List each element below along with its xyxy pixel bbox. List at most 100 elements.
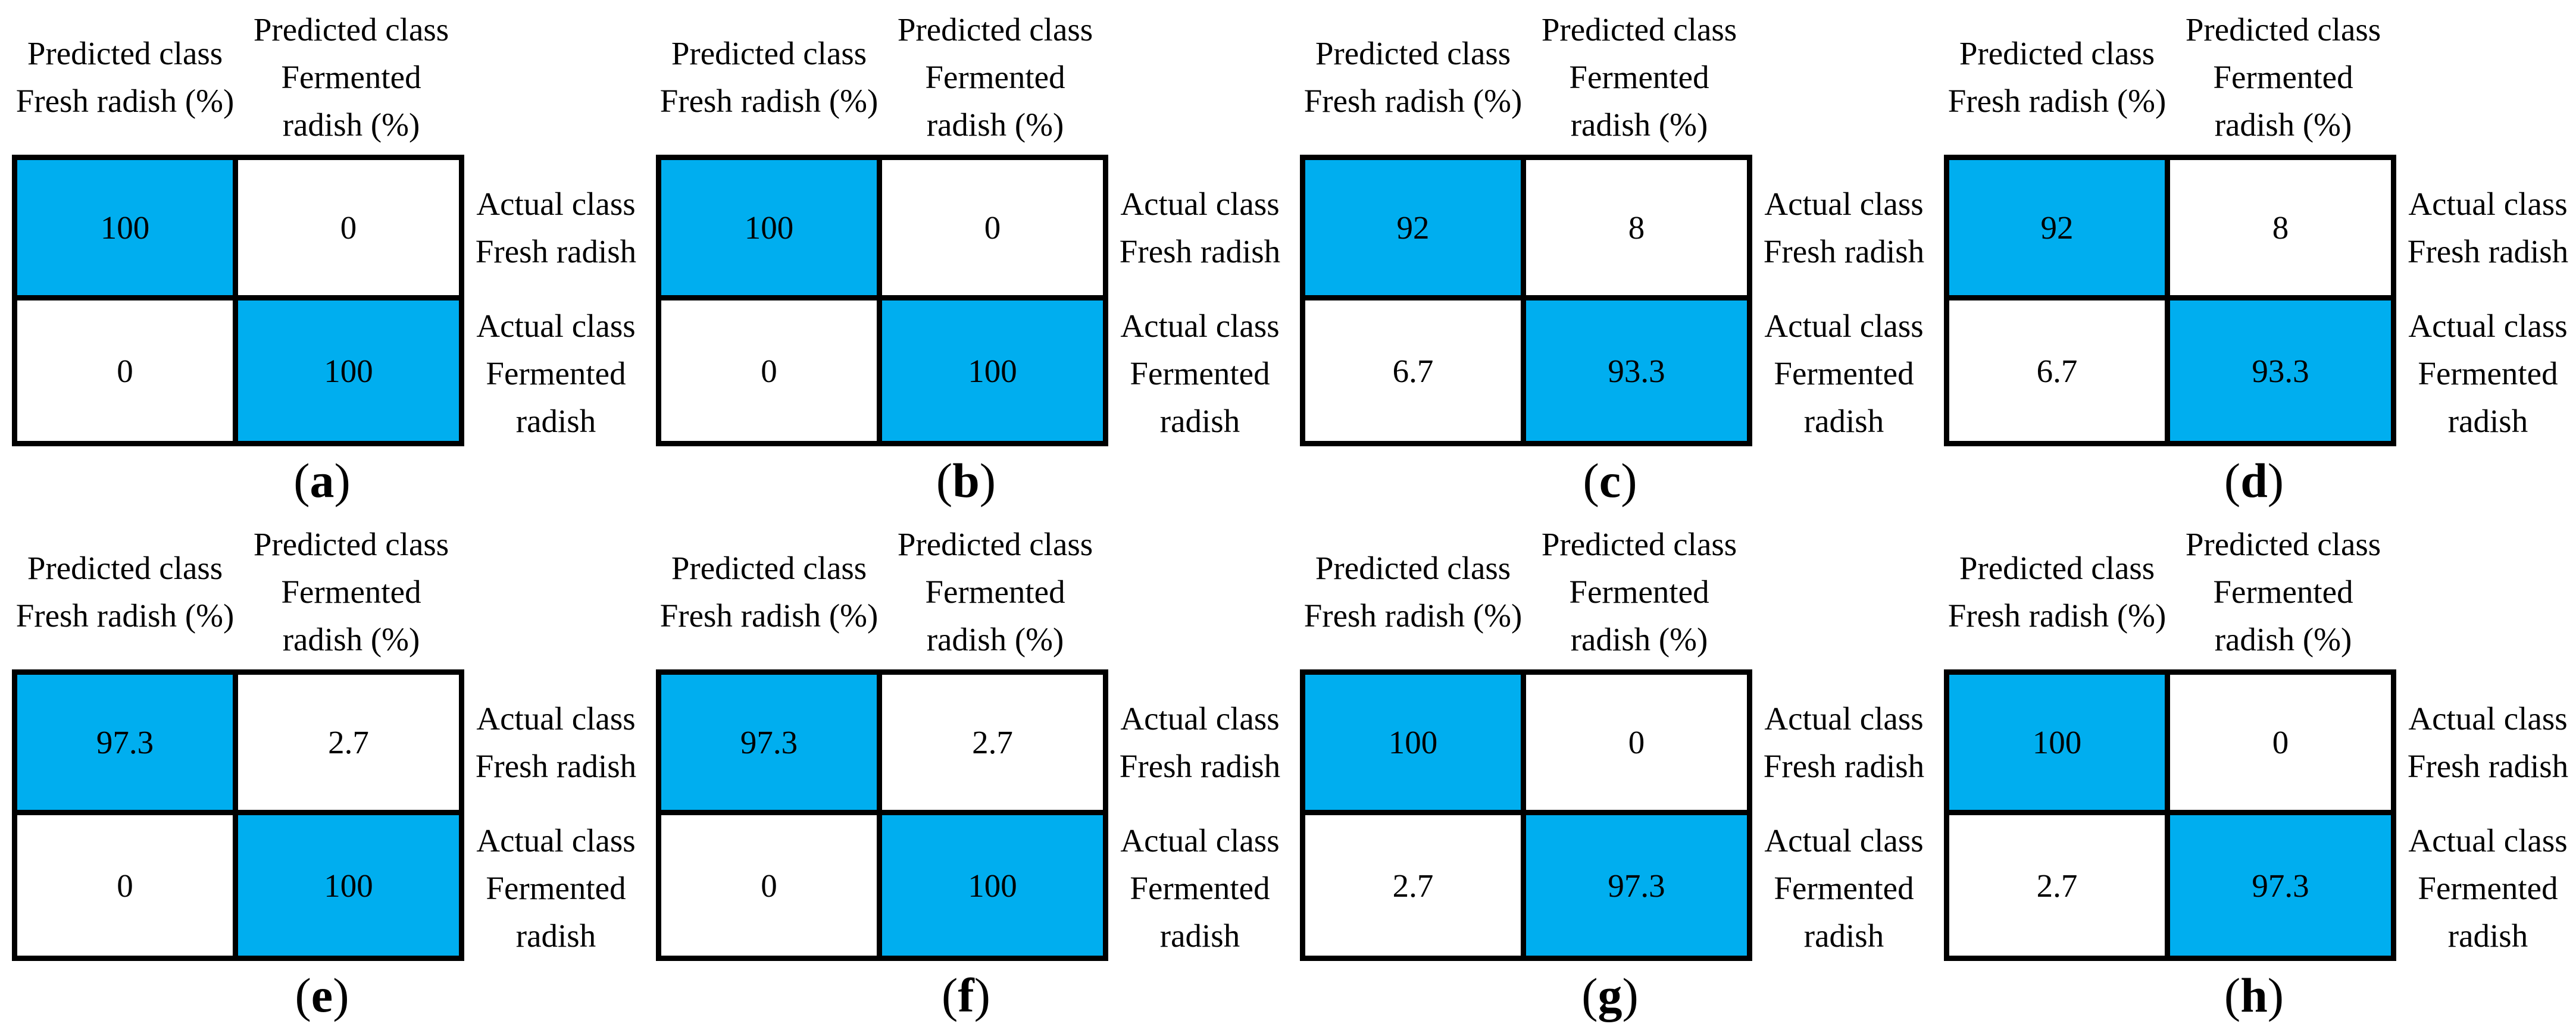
caption-paren-close: ) [333, 968, 349, 1022]
row-label-line: Actual class [1120, 700, 1280, 737]
predicted-class-headers: Predicted class Fresh radish (%) Predict… [656, 515, 1108, 669]
column-header-fermented-radish: Predicted class Fermented radish (%) [882, 515, 1108, 669]
column-header-fresh-radish: Predicted class Fresh radish (%) [12, 515, 238, 669]
matrix-cell-fresh-as-fermented: 2.7 [238, 675, 459, 815]
row-label-line: Fermented [1130, 869, 1270, 906]
column-header-line: Fermented [281, 59, 421, 95]
row-label-line: Actual class [1120, 822, 1280, 859]
column-header-line: Predicted class [253, 11, 449, 48]
row-label-line: Actual class [1764, 700, 1924, 737]
column-header-line: Predicted class [1541, 526, 1737, 562]
caption-letter: f [958, 968, 974, 1022]
column-header-fermented-radish: Predicted class Fermented radish (%) [1526, 515, 1752, 669]
column-header-line: radish (%) [1570, 107, 1708, 143]
row-label-fresh-radish: Actual class Fresh radish [1756, 669, 1932, 815]
column-header-fresh-radish: Predicted class Fresh radish (%) [656, 0, 882, 155]
caption-paren-open: ( [942, 968, 958, 1022]
column-header-line: Predicted class [671, 550, 867, 586]
column-header-line: radish (%) [926, 107, 1064, 143]
column-header-line: Predicted class [671, 35, 867, 71]
row-label-line: Actual class [2408, 307, 2568, 344]
predicted-class-headers: Predicted class Fresh radish (%) Predict… [12, 0, 464, 155]
matrix-cell-true-fresh: 100 [1305, 675, 1526, 815]
column-header-line: Predicted class [897, 526, 1093, 562]
row-label-line: Fermented [1774, 869, 1914, 906]
row-label-fresh-radish: Actual class Fresh radish [2400, 155, 2576, 300]
row-label-line: Fresh radish [1119, 233, 1281, 270]
caption-paren-open: ( [295, 968, 311, 1022]
confusion-matrix-table: 100 0 0 100 [656, 155, 1108, 446]
row-label-line: Fresh radish [475, 233, 637, 270]
confusion-matrix-panel: Predicted class Fresh radish (%) Predict… [0, 515, 644, 1029]
row-label-line: Fermented [1130, 355, 1270, 392]
row-label-fresh-radish: Actual class Fresh radish [1112, 155, 1288, 300]
panel-caption: (e) [0, 966, 644, 1025]
caption-paren-open: ( [2224, 968, 2241, 1022]
matrix-cell-fermented-as-fresh: 6.7 [1305, 300, 1526, 441]
column-header-fresh-radish: Predicted class Fresh radish (%) [1944, 515, 2170, 669]
matrix-cell-true-fermented: 100 [238, 300, 459, 441]
matrix-cell-fresh-as-fermented: 0 [1526, 675, 1747, 815]
row-label-line: radish [1159, 402, 1240, 439]
row-label-line: radish [515, 917, 596, 954]
matrix-cell-fermented-as-fresh: 0 [17, 300, 238, 441]
column-header-line: Fresh radish (%) [1947, 597, 2167, 634]
row-label-fermented-radish: Actual class Fermented radish [468, 815, 644, 961]
matrix-cell-true-fermented: 97.3 [1526, 815, 1747, 956]
row-label-line: Fresh radish [2407, 233, 2569, 270]
column-header-line: radish (%) [926, 621, 1064, 658]
column-header-fermented-radish: Predicted class Fermented radish (%) [238, 0, 464, 155]
row-label-line: Actual class [1120, 185, 1280, 222]
column-header-line: Predicted class [2185, 11, 2381, 48]
predicted-class-headers: Predicted class Fresh radish (%) Predict… [1300, 0, 1752, 155]
matrix-cell-fermented-as-fresh: 0 [661, 300, 882, 441]
matrix-cell-true-fresh: 92 [1949, 160, 2170, 300]
column-header-line: Predicted class [1959, 35, 2155, 71]
row-label-line: radish [1803, 917, 1884, 954]
confusion-matrix-table: 97.3 2.7 0 100 [12, 669, 464, 961]
column-header-fermented-radish: Predicted class Fermented radish (%) [2170, 515, 2396, 669]
column-header-line: Fermented [2213, 574, 2353, 610]
row-label-line: Actual class [1764, 307, 1924, 344]
column-header-fermented-radish: Predicted class Fermented radish (%) [2170, 0, 2396, 155]
column-header-line: Predicted class [253, 526, 449, 562]
row-label-line: Actual class [1764, 822, 1924, 859]
caption-paren-close: ) [1621, 453, 1637, 508]
caption-paren-open: ( [1581, 968, 1598, 1022]
column-header-line: Fresh radish (%) [15, 83, 235, 119]
column-header-line: Fermented [2213, 59, 2353, 95]
predicted-class-headers: Predicted class Fresh radish (%) Predict… [656, 0, 1108, 155]
matrix-cell-true-fermented: 93.3 [1526, 300, 1747, 441]
caption-paren-close: ) [334, 453, 351, 508]
actual-class-labels: Actual class Fresh radish Actual class F… [468, 155, 644, 446]
confusion-matrix-table: 92 8 6.7 93.3 [1944, 155, 2396, 446]
caption-paren-close: ) [2267, 453, 2284, 508]
caption-paren-open: ( [1583, 453, 1599, 508]
matrix-cell-true-fermented: 93.3 [2170, 300, 2391, 441]
matrix-cell-true-fresh: 100 [17, 160, 238, 300]
predicted-class-headers: Predicted class Fresh radish (%) Predict… [1944, 0, 2396, 155]
matrix-cell-fresh-as-fermented: 8 [1526, 160, 1747, 300]
column-header-line: radish (%) [282, 621, 420, 658]
column-header-line: Fresh radish (%) [1303, 597, 1523, 634]
matrix-cell-fresh-as-fermented: 2.7 [882, 675, 1103, 815]
column-header-line: Fresh radish (%) [15, 597, 235, 634]
column-header-line: Fresh radish (%) [1947, 83, 2167, 119]
row-label-fermented-radish: Actual class Fermented radish [1756, 815, 1932, 961]
confusion-matrix-table: 100 0 2.7 97.3 [1944, 669, 2396, 961]
confusion-matrix-table: 100 0 0 100 [12, 155, 464, 446]
panel-caption: (d) [1932, 451, 2576, 511]
row-label-fresh-radish: Actual class Fresh radish [468, 669, 644, 815]
row-label-fresh-radish: Actual class Fresh radish [1112, 669, 1288, 815]
predicted-class-headers: Predicted class Fresh radish (%) Predict… [1944, 515, 2396, 669]
column-header-line: Predicted class [27, 550, 223, 586]
panel-caption: (f) [644, 966, 1288, 1025]
row-label-fermented-radish: Actual class Fermented radish [1112, 815, 1288, 961]
column-header-line: Predicted class [897, 11, 1093, 48]
row-label-fresh-radish: Actual class Fresh radish [468, 155, 644, 300]
row-label-fermented-radish: Actual class Fermented radish [468, 300, 644, 446]
row-label-line: Fermented [2418, 355, 2558, 392]
row-label-line: Fermented [1774, 355, 1914, 392]
column-header-line: Predicted class [2185, 526, 2381, 562]
caption-paren-open: ( [293, 453, 310, 508]
